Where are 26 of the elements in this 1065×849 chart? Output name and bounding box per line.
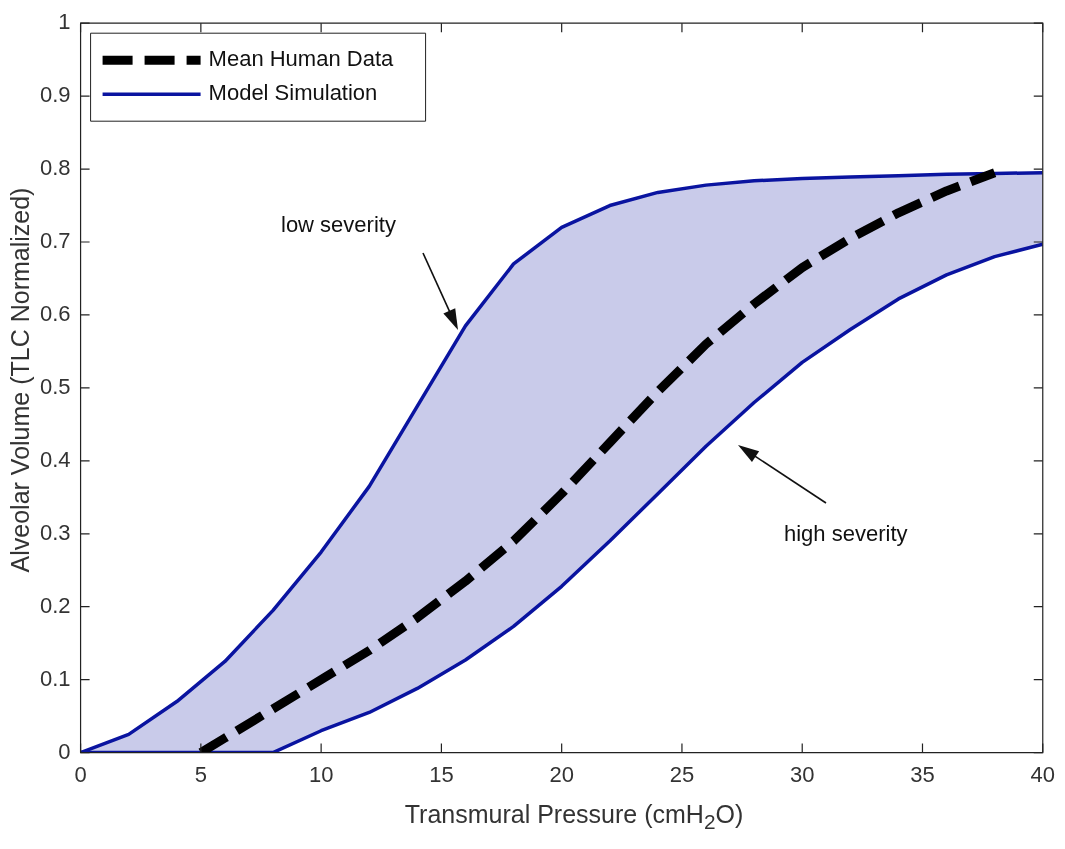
legend-label: Model Simulation [208,80,378,106]
y-tick-label: 0.1 [39,665,71,691]
y-tick-label: 0.2 [39,592,71,618]
x-tick-label: 5 [194,761,207,787]
y-tick-label: 0.7 [39,228,71,254]
y-tick-label: 1 [58,9,71,35]
x-tick-label: 0 [74,761,87,787]
y-tick-label: 0.3 [39,519,71,545]
y-axis-title: Alveolar Volume (TLC Normalized) [5,187,35,573]
x-tick-label: 35 [910,761,935,787]
y-tick-label: 0.8 [39,155,71,181]
annotation: low severity [281,212,396,238]
x-tick-label: 15 [429,761,454,787]
x-tick-label: 20 [549,761,574,787]
annotation: high severity [784,521,908,547]
y-tick-label: 0.5 [39,373,71,399]
legend-label: Mean Human Data [208,46,394,72]
x-axis-title: Transmural Pressure (cmH$_{2}$O) [403,800,745,834]
x-tick-label: 10 [308,761,334,787]
x-tick-label: 40 [1030,761,1056,787]
x-tick-label: 25 [669,761,695,787]
y-tick-label: 0.6 [39,301,71,327]
y-tick-label: 0.4 [39,446,71,472]
y-tick-label: 0.9 [39,82,71,108]
x-tick-label: 30 [789,761,815,787]
y-tick-label: 0 [58,738,71,764]
